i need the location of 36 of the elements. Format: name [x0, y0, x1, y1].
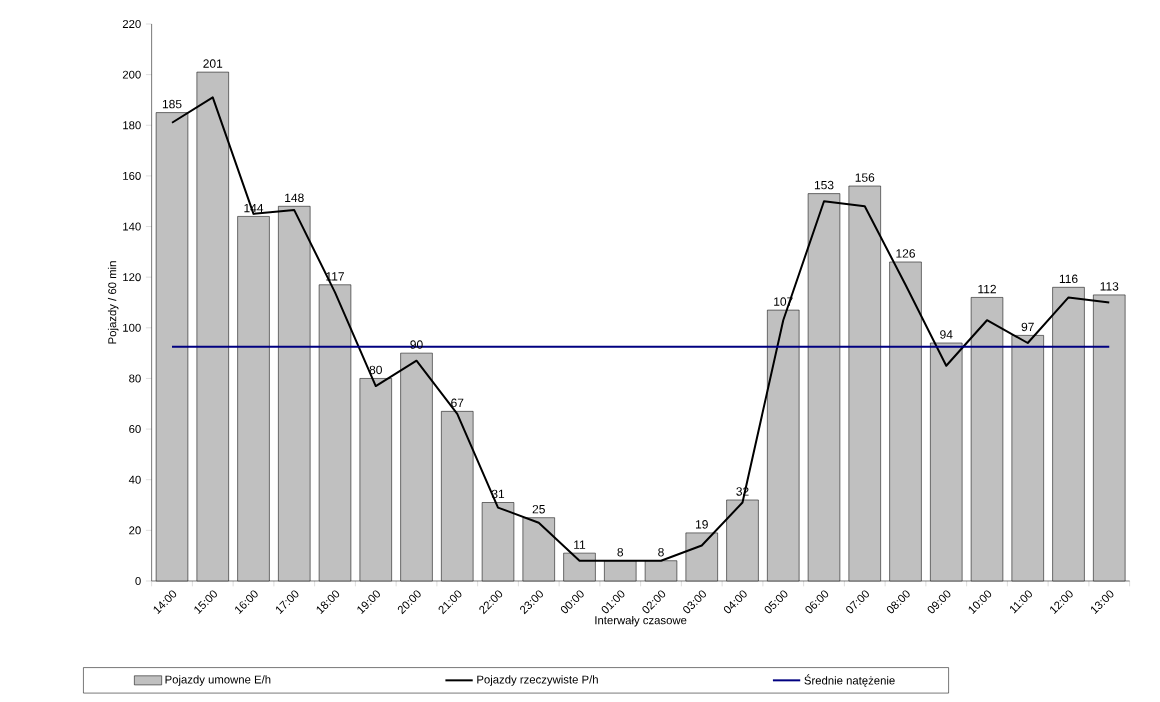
legend-label: Średnie natężenie: [804, 674, 895, 687]
data-label: 31: [491, 489, 505, 499]
data-label: 113: [1100, 282, 1119, 291]
data-label: 8: [658, 547, 664, 557]
y-axis-title: Pojazdy / 60 min: [107, 261, 119, 344]
y-tick-label: 160: [123, 171, 141, 180]
data-label: 80: [369, 365, 382, 375]
y-tick-label: 140: [123, 222, 141, 231]
data-label: 25: [532, 504, 545, 514]
y-tick-label: 120: [123, 273, 141, 282]
data-label: 67: [451, 398, 464, 408]
data-label: 8: [617, 547, 624, 557]
data-label: 153: [814, 180, 834, 190]
y-tick-label: 40: [128, 475, 141, 484]
data-label: 19: [696, 520, 708, 529]
data-label: 126: [896, 249, 915, 258]
y-tick-label: 20: [129, 526, 141, 535]
data-label: 148: [285, 193, 304, 203]
data-label: 11: [574, 540, 586, 549]
data-label: 116: [1059, 274, 1078, 284]
y-tick-label: 60: [129, 425, 141, 434]
data-label: 156: [855, 173, 875, 182]
data-label: 94: [940, 330, 953, 339]
y-tick-label: 200: [122, 70, 141, 79]
y-tick-label: 0: [135, 576, 141, 585]
x-axis-title: Interwały czasowe: [595, 615, 687, 627]
legend-label: Pojazdy rzeczywiste P/h: [477, 675, 598, 686]
y-tick-label: 100: [123, 323, 141, 332]
y-tick-label: 220: [122, 19, 141, 28]
data-label: 185: [162, 99, 182, 109]
y-tick-label: 80: [129, 374, 141, 383]
data-label: 97: [1021, 322, 1034, 332]
y-tick-label: 180: [123, 121, 141, 130]
data-label: 201: [203, 59, 223, 68]
legend-label: Pojazdy umowne E/h: [165, 675, 271, 686]
data-label: 112: [978, 284, 996, 294]
